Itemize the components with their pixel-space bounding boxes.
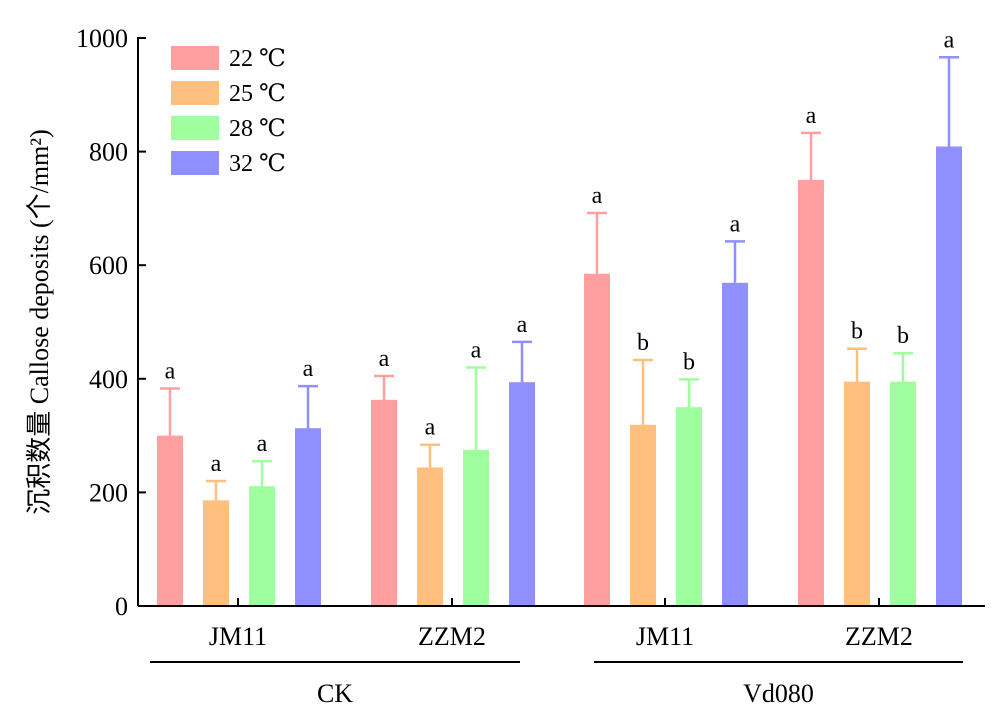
bar bbox=[676, 407, 702, 606]
bar bbox=[463, 449, 489, 606]
x-category-label: JM11 bbox=[209, 622, 267, 651]
significance-letter: a bbox=[471, 337, 482, 363]
bars-layer bbox=[157, 146, 962, 606]
significance-letter: b bbox=[897, 323, 909, 349]
bar bbox=[798, 180, 824, 606]
significance-letter: a bbox=[379, 346, 390, 372]
significance-letter: b bbox=[683, 349, 695, 375]
legend-swatch bbox=[171, 116, 219, 140]
bar bbox=[417, 467, 443, 606]
y-axis-label: 沉积数量 Callose deposits (个/mm²) bbox=[25, 129, 54, 515]
significance-letter: a bbox=[944, 27, 955, 53]
significance-letters-layer: a a a a a a a a a b b a a b b a bbox=[165, 27, 955, 477]
significance-letter: a bbox=[211, 451, 222, 477]
bar bbox=[630, 424, 656, 606]
legend-label: 28 ℃ bbox=[229, 116, 286, 142]
legend-swatch bbox=[171, 46, 219, 70]
legend-label: 22 ℃ bbox=[229, 46, 286, 72]
bar bbox=[509, 382, 535, 606]
significance-letter: a bbox=[592, 183, 603, 209]
y-tick-label: 1000 bbox=[76, 24, 128, 53]
y-tick-label: 800 bbox=[89, 138, 128, 167]
significance-letter: a bbox=[257, 431, 268, 457]
legend-swatch bbox=[171, 151, 219, 175]
error-bars-layer bbox=[160, 56, 959, 501]
legend: 22 ℃ 25 ℃ 28 ℃ 32 ℃ bbox=[171, 46, 286, 177]
bar bbox=[295, 428, 321, 606]
significance-letter: a bbox=[806, 103, 817, 129]
legend-label: 25 ℃ bbox=[229, 81, 286, 107]
y-tick-label: 0 bbox=[115, 592, 128, 621]
significance-letter: b bbox=[851, 319, 863, 345]
significance-letter: b bbox=[637, 330, 649, 356]
bar bbox=[936, 146, 962, 606]
legend-swatch bbox=[171, 81, 219, 105]
x-group-label: CK bbox=[317, 679, 353, 708]
bar bbox=[157, 435, 183, 606]
bar bbox=[371, 399, 397, 606]
bar bbox=[584, 273, 610, 606]
x-category-label: JM11 bbox=[636, 622, 694, 651]
bar bbox=[249, 486, 275, 606]
significance-letter: a bbox=[165, 358, 176, 384]
x-category-label: ZZM2 bbox=[845, 622, 913, 651]
y-tick-label: 200 bbox=[89, 478, 128, 507]
bar bbox=[722, 282, 748, 606]
y-tick-label: 600 bbox=[89, 251, 128, 280]
legend-label: 32 ℃ bbox=[229, 151, 286, 177]
significance-letter: a bbox=[303, 356, 314, 382]
bar bbox=[844, 381, 870, 606]
bar bbox=[890, 381, 916, 606]
bar bbox=[203, 500, 229, 606]
significance-letter: a bbox=[517, 312, 528, 338]
significance-letter: a bbox=[425, 415, 436, 441]
x-category-label: ZZM2 bbox=[418, 622, 486, 651]
axes-layer: 0 200 400 600 800 1000 JM11 ZZM2 CK JM11 ZZM2 Vd080 bbox=[76, 24, 985, 708]
x-group-label: Vd080 bbox=[743, 679, 814, 708]
significance-letter: a bbox=[730, 211, 741, 237]
y-tick-label: 400 bbox=[89, 365, 128, 394]
